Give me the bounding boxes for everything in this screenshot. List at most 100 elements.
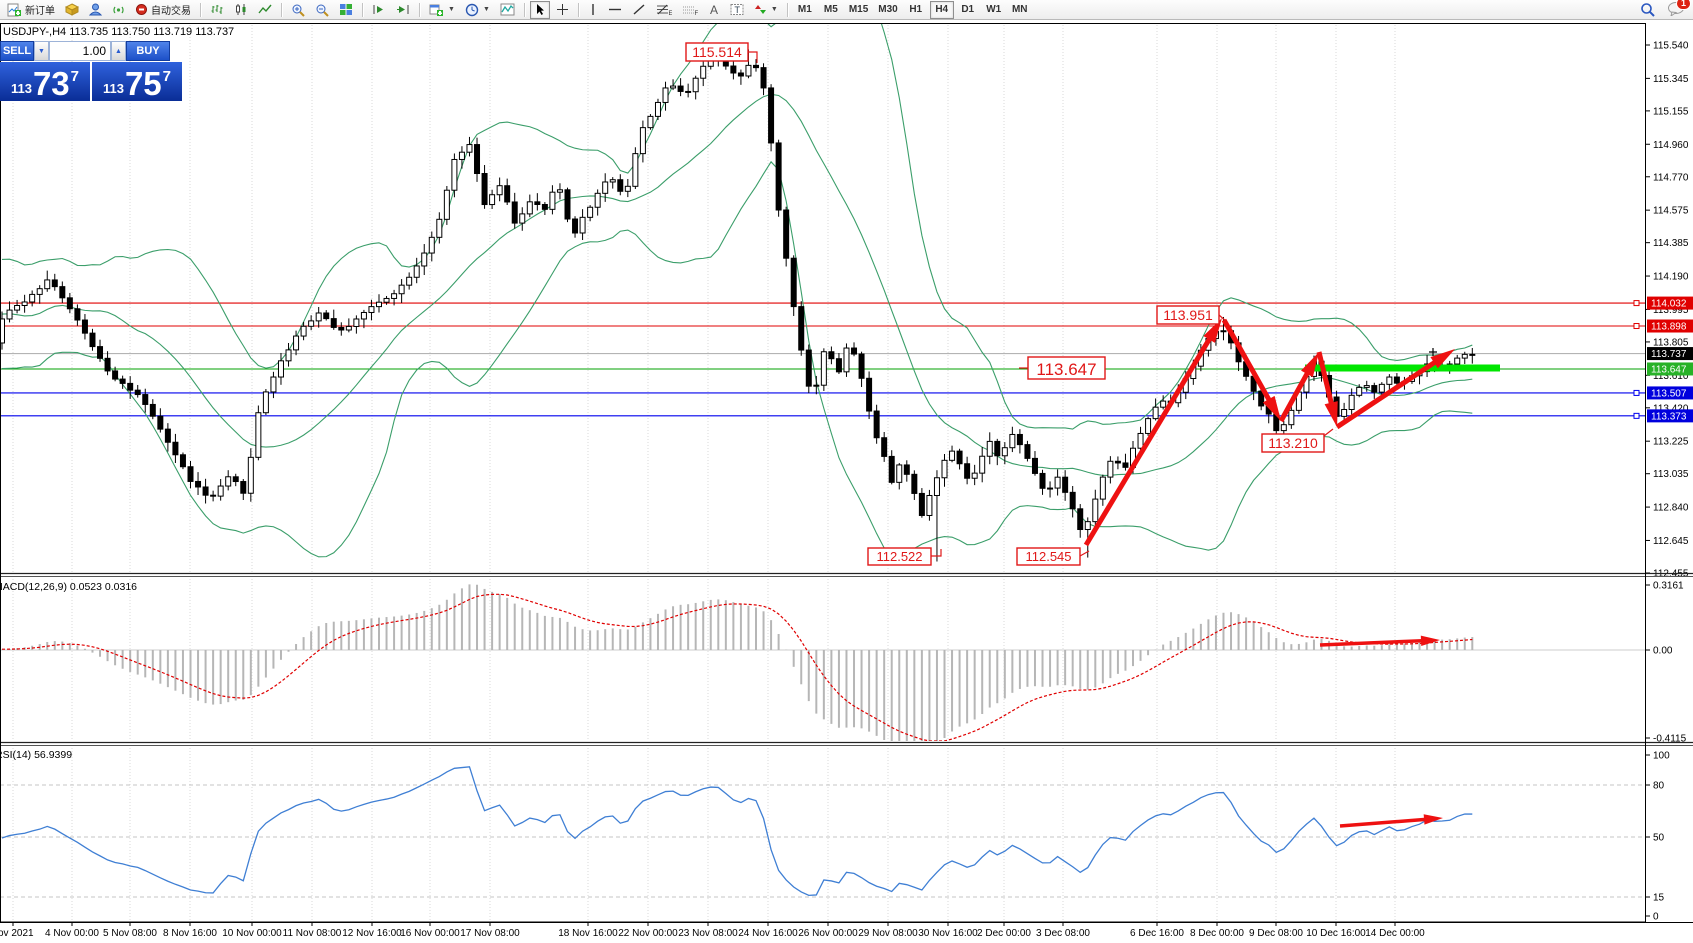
- ask-prefix: 113: [102, 81, 124, 96]
- line-chart-icon: [258, 4, 272, 14]
- svg-text:17 Nov 08:00: 17 Nov 08:00: [460, 928, 520, 939]
- svg-text:26 Nov 00:00: 26 Nov 00:00: [798, 928, 858, 939]
- toolbar-separator: [362, 2, 363, 17]
- zoom-out-icon: [316, 4, 329, 17]
- volume-decrease-button[interactable]: ▼: [34, 41, 49, 61]
- new-chart-icon: [429, 4, 443, 16]
- fibo-fan-button[interactable]: F: [678, 1, 702, 19]
- timeframe-h4-button[interactable]: H4: [929, 0, 954, 19]
- candle-chart-button[interactable]: [230, 1, 252, 19]
- zoom-out-button[interactable]: [311, 1, 333, 19]
- timeframe-m15-button[interactable]: M15: [845, 1, 872, 19]
- search-button[interactable]: [1636, 1, 1660, 19]
- svg-text:113.225: 113.225: [1653, 437, 1689, 448]
- svg-text:30 Nov 16:00: 30 Nov 16:00: [918, 928, 978, 939]
- new-chart-button[interactable]: ▼: [425, 1, 459, 19]
- notifications-bubble[interactable]: 1: [1667, 0, 1691, 19]
- bid-prefix: 113: [10, 81, 32, 96]
- tile-windows-icon: [340, 4, 352, 15]
- svg-text:112.645: 112.645: [1653, 536, 1689, 547]
- crosshair-button[interactable]: [552, 1, 573, 19]
- quotes-cube-icon: [65, 3, 79, 16]
- timeframe-m5-button[interactable]: M5: [819, 1, 843, 19]
- text-button[interactable]: A: [704, 1, 724, 19]
- bar-chart-button[interactable]: [206, 1, 228, 19]
- fibo-expansion-button[interactable]: E: [652, 1, 676, 19]
- price-tag-box: [685, 42, 749, 62]
- sell-button[interactable]: SELL: [0, 41, 34, 61]
- crosshair-icon: [556, 4, 568, 15]
- price-tag-box: [1156, 305, 1220, 325]
- volume-increase-button[interactable]: ▲: [111, 41, 126, 61]
- cursor-button[interactable]: [529, 0, 550, 19]
- chart-canvas[interactable]: 115.540 115.345 115.155 114.960 114.770 114.5…: [0, 20, 1693, 943]
- price-tag-box: [867, 547, 932, 566]
- candles-layer: [0, 49, 1476, 562]
- svg-text:0: 0: [1653, 912, 1659, 923]
- toolbar-separator: [281, 2, 282, 17]
- symbol-ohlc-line: USDJPY-,H4 113.735 113.750 113.719 113.7…: [3, 26, 235, 38]
- price-tag-text: 113.951: [1163, 307, 1213, 323]
- svg-text:113.507: 113.507: [1651, 388, 1687, 399]
- svg-text:113.737: 113.737: [1651, 349, 1687, 360]
- svg-text:2 Dec 00:00: 2 Dec 00:00: [977, 928, 1031, 939]
- chart-window: 115.540 115.345 115.155 114.960 114.770 114.5…: [0, 20, 1693, 943]
- signal-button[interactable]: [108, 1, 129, 19]
- chart-shift-icon: [397, 5, 409, 14]
- community-icon: [89, 3, 102, 16]
- svg-text:113.805: 113.805: [1653, 337, 1689, 348]
- timeframe-h1-button[interactable]: H1: [904, 1, 928, 19]
- tile-windows-button[interactable]: [335, 1, 357, 19]
- timeframe-w1-button[interactable]: W1: [982, 1, 1006, 19]
- svg-text:6 Dec 16:00: 6 Dec 16:00: [1130, 928, 1184, 939]
- svg-text:24 Nov 16:00: 24 Nov 16:00: [738, 928, 798, 939]
- ask-pip-digit: 7: [162, 68, 172, 85]
- svg-text:50: 50: [1653, 833, 1665, 844]
- timeframe-d1-button[interactable]: D1: [956, 1, 980, 19]
- svg-text:112.840: 112.840: [1653, 503, 1689, 514]
- candle-chart-icon: [236, 4, 246, 15]
- zoom-in-button[interactable]: [287, 1, 309, 19]
- volume-input[interactable]: [49, 41, 111, 61]
- svg-text:113.898: 113.898: [1651, 322, 1687, 333]
- horizontal-line-button[interactable]: [604, 1, 626, 19]
- svg-text:10 Nov 00:00: 10 Nov 00:00: [222, 928, 282, 939]
- price-tag-text: 112.522: [876, 549, 922, 564]
- price-tag-text: 115.514: [692, 44, 742, 60]
- price-tag-box: [1027, 356, 1106, 380]
- indicators-button[interactable]: [496, 1, 519, 19]
- rsi-axis: 100 80 50 15 0: [1646, 751, 1670, 923]
- new-order-button[interactable]: 新订单: [3, 1, 59, 19]
- arrows-button[interactable]: ▼: [750, 1, 782, 19]
- buy-button[interactable]: BUY: [126, 41, 170, 61]
- quotes-button[interactable]: [61, 1, 83, 19]
- svg-text:23 Nov 08:00: 23 Nov 08:00: [678, 928, 738, 939]
- line-chart-button[interactable]: [254, 1, 276, 19]
- bid-quote[interactable]: 113 73 7: [0, 62, 90, 101]
- chart-shift-button[interactable]: [392, 1, 414, 19]
- auto-scroll-button[interactable]: [368, 1, 390, 19]
- svg-text:ov 2021: ov 2021: [0, 928, 34, 939]
- timeframe-m1-button[interactable]: M1: [793, 1, 817, 19]
- auto-trade-button[interactable]: 自动交易: [131, 1, 195, 19]
- ask-quote[interactable]: 113 75 7: [92, 62, 182, 101]
- ask-big-digits: 75: [124, 65, 162, 102]
- main-toolbar: 新订单 自动交易 ▼ ▼: [0, 0, 1693, 20]
- svg-text:-0.4115: -0.4115: [1653, 734, 1687, 745]
- svg-text:A: A: [710, 3, 718, 16]
- fibo-fan-icon: F: [682, 6, 698, 16]
- text-label-button[interactable]: T: [726, 1, 748, 19]
- toolbar-separator: [200, 2, 201, 17]
- trendline-icon: [633, 4, 645, 15]
- svg-text:T: T: [734, 5, 740, 15]
- timeframe-m30-button[interactable]: M30: [874, 1, 901, 19]
- svg-text:0.3161: 0.3161: [1653, 581, 1684, 592]
- vertical-line-button[interactable]: [584, 1, 602, 19]
- rsi-pane: [0, 766, 1645, 898]
- period-clock-button[interactable]: ▼: [461, 1, 494, 19]
- timeframe-mn-button[interactable]: MN: [1008, 1, 1032, 19]
- community-button[interactable]: [85, 1, 106, 19]
- svg-text:29 Nov 08:00: 29 Nov 08:00: [858, 928, 918, 939]
- price-tag-text: 113.210: [1268, 435, 1318, 451]
- trendline-button[interactable]: [628, 1, 650, 19]
